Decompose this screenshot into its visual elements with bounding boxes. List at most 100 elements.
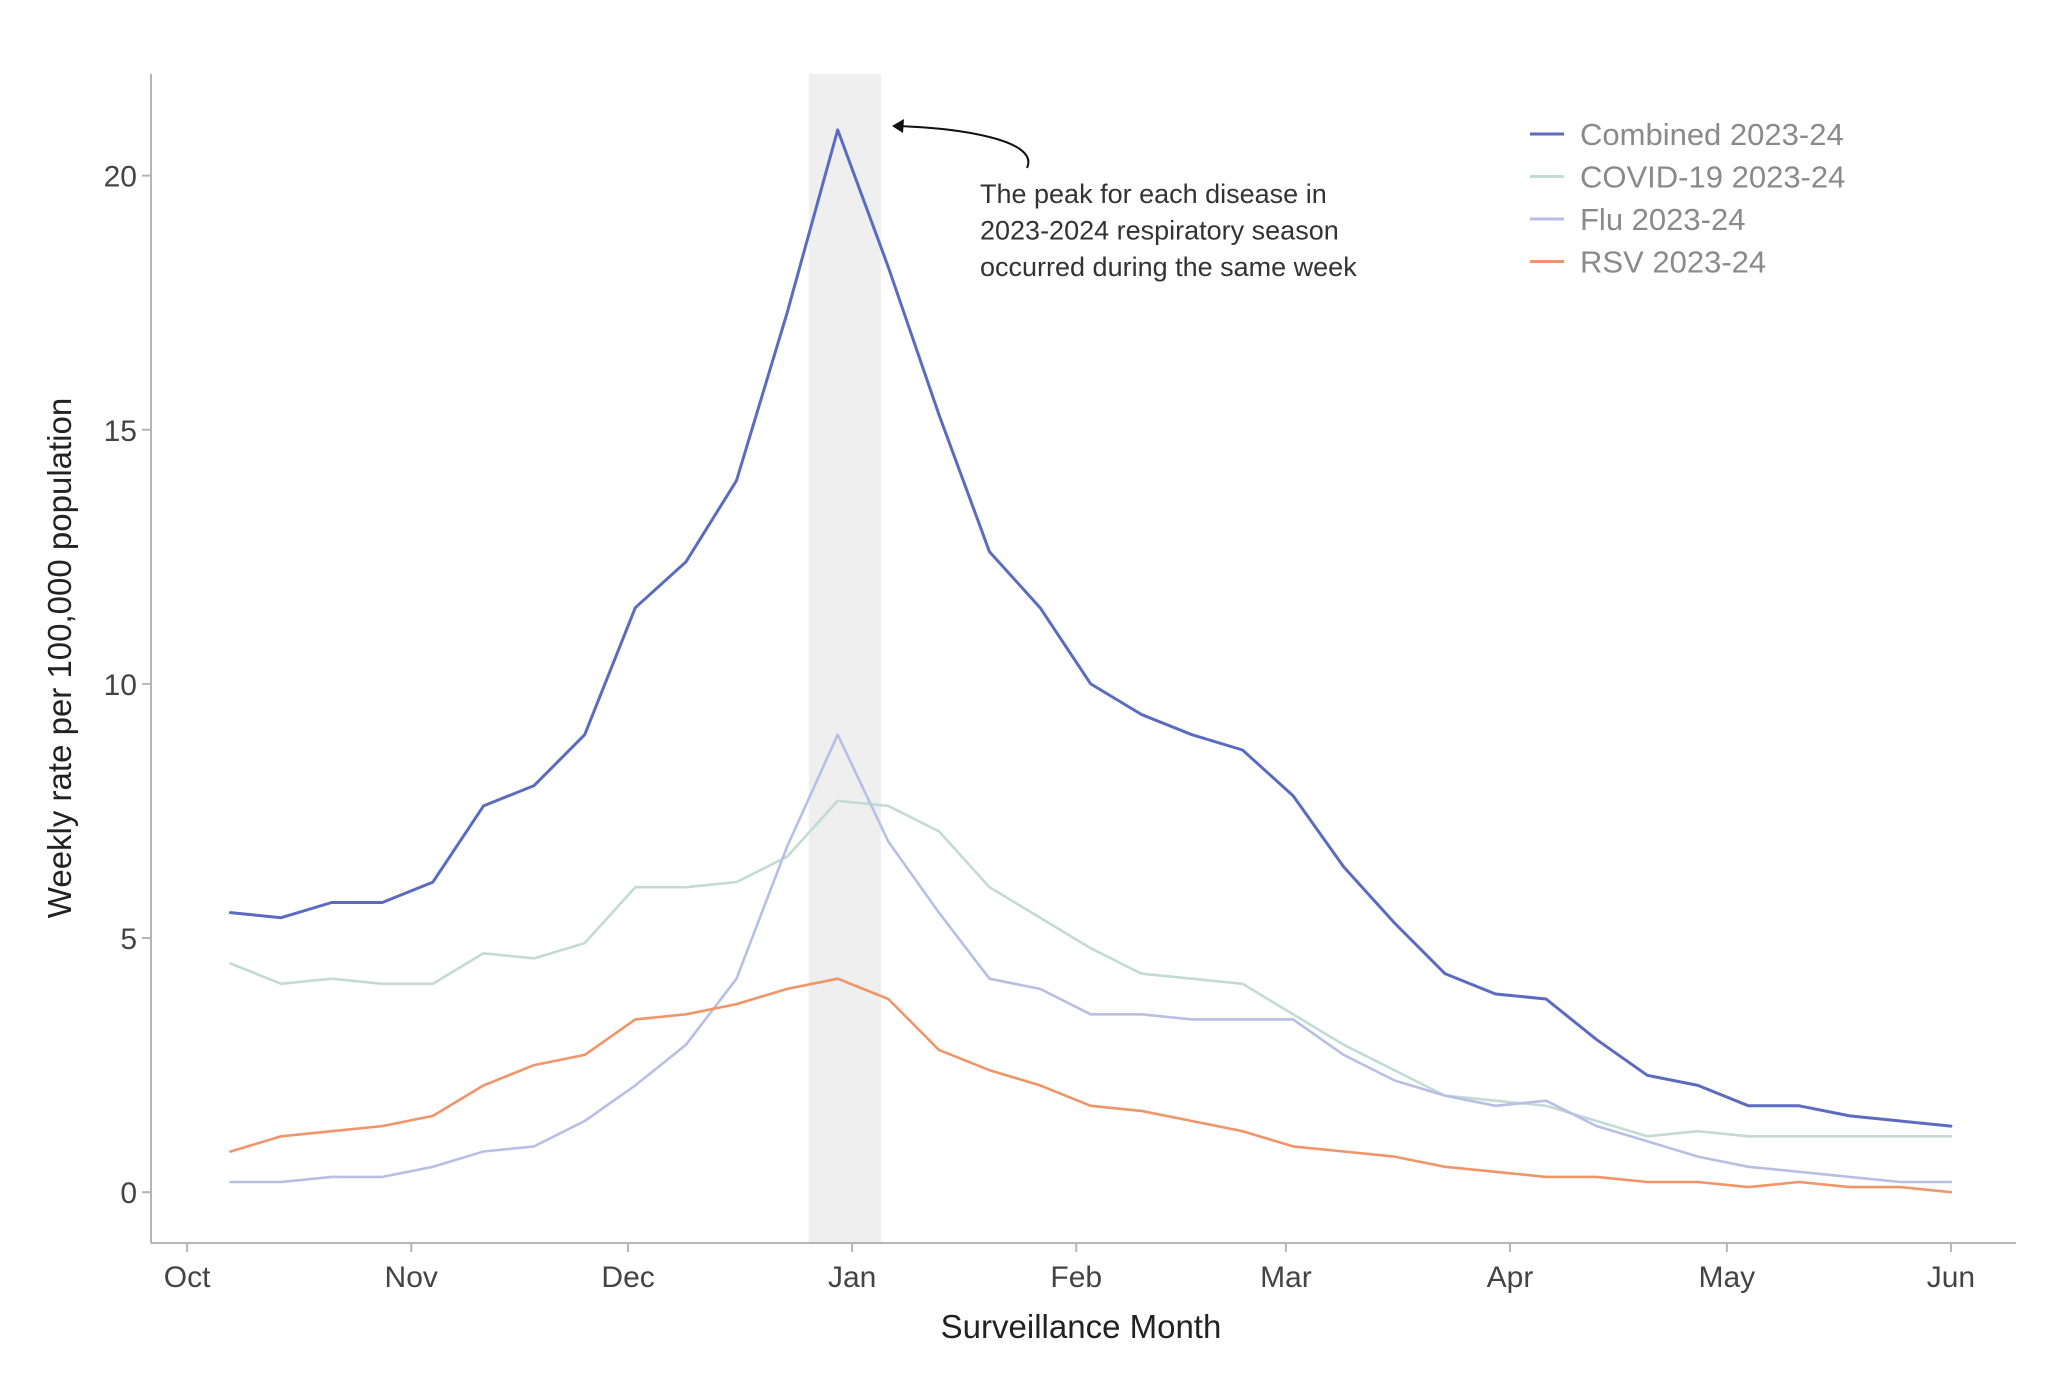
series-lines <box>229 128 1953 1194</box>
x-axis-title: Surveillance Month <box>941 1308 1222 1345</box>
data-point <box>634 886 637 889</box>
data-point <box>1089 682 1092 685</box>
data-point <box>229 1180 232 1183</box>
y-tick-label: 20 <box>104 161 137 194</box>
data-point <box>1393 1079 1396 1082</box>
data-point <box>1545 997 1548 1000</box>
data-point <box>583 1119 586 1122</box>
data-point <box>1494 992 1497 995</box>
data-point <box>431 1165 434 1168</box>
x-tick-labels: Oct Nov Dec Jan Feb Mar Apr May Jun <box>164 1261 1975 1294</box>
data-point <box>988 977 991 980</box>
data-point <box>1241 1130 1244 1133</box>
x-tick-label: Nov <box>385 1261 438 1294</box>
data-point <box>1140 972 1143 975</box>
x-tick-label: Oct <box>164 1261 211 1294</box>
legend-label: RSV 2023-24 <box>1580 245 1766 280</box>
data-point <box>1190 1018 1193 1021</box>
data-point <box>1646 1180 1649 1183</box>
data-point <box>937 413 940 416</box>
data-point <box>1443 1094 1446 1097</box>
data-point <box>1899 1135 1902 1138</box>
data-point <box>1848 1185 1851 1188</box>
data-point <box>1140 1013 1143 1016</box>
data-point <box>1545 1175 1548 1178</box>
x-tick-label: May <box>1699 1261 1756 1294</box>
data-point <box>229 1150 232 1153</box>
data-point <box>1292 1145 1295 1148</box>
annotation-text-line: 2023-2024 respiratory season <box>980 216 1339 246</box>
data-point <box>1899 1185 1902 1188</box>
data-point <box>1848 1114 1851 1117</box>
data-point <box>330 977 333 980</box>
series-1 <box>229 128 1953 1128</box>
data-point <box>229 911 232 914</box>
data-point <box>1089 947 1092 950</box>
data-point <box>1949 1135 1952 1138</box>
data-point <box>1595 1125 1598 1128</box>
data-point <box>1190 1119 1193 1122</box>
y-axis-title: Weekly rate per 100,000 population <box>41 398 78 918</box>
data-point <box>1342 865 1345 868</box>
data-point <box>786 855 789 858</box>
data-point <box>1595 1175 1598 1178</box>
annotation-text-line: The peak for each disease in <box>980 179 1327 209</box>
data-point <box>684 886 687 889</box>
data-point <box>1747 1165 1750 1168</box>
legend: Combined 2023-24 COVID-19 2023-24 Flu 2023… <box>1530 117 1845 280</box>
annotation-text-line: occurred during the same week <box>980 252 1357 282</box>
data-point <box>381 982 384 985</box>
data-point <box>1089 1104 1092 1107</box>
y-tick-label: 15 <box>104 415 137 448</box>
data-point <box>1747 1135 1750 1138</box>
annotation-arrowhead <box>892 119 904 133</box>
y-tick-label: 10 <box>104 669 137 702</box>
data-point <box>1798 1135 1801 1138</box>
highlight-band-layer <box>808 74 882 1243</box>
data-point <box>1899 1180 1902 1183</box>
data-point <box>583 733 586 736</box>
data-point <box>1039 606 1042 609</box>
data-point <box>280 916 283 919</box>
data-point <box>330 901 333 904</box>
legend-label: Combined 2023-24 <box>1580 117 1844 152</box>
data-point <box>786 987 789 990</box>
data-point <box>988 550 991 553</box>
data-point <box>1646 1135 1649 1138</box>
data-point <box>330 1130 333 1133</box>
data-point <box>836 128 839 131</box>
data-point <box>1949 1180 1952 1183</box>
data-point <box>533 1064 536 1067</box>
data-point <box>1696 1180 1699 1183</box>
data-point <box>887 804 890 807</box>
data-point <box>684 1043 687 1046</box>
data-point <box>634 1084 637 1087</box>
data-point <box>988 886 991 889</box>
data-point <box>229 962 232 965</box>
data-point <box>533 784 536 787</box>
x-tick-label: Jun <box>1927 1261 1975 1294</box>
data-point <box>634 606 637 609</box>
x-tick-label: Jan <box>828 1261 876 1294</box>
data-point <box>1545 1104 1548 1107</box>
annotation: The peak for each disease in 2023-2024 re… <box>892 119 1357 282</box>
x-tick-label: Mar <box>1260 1261 1312 1294</box>
data-point <box>1292 1013 1295 1016</box>
highlight-band <box>808 74 882 1243</box>
data-point <box>684 1013 687 1016</box>
data-point <box>1140 713 1143 716</box>
data-point <box>937 1048 940 1051</box>
data-point <box>1848 1135 1851 1138</box>
data-point <box>887 997 890 1000</box>
data-point <box>1039 987 1042 990</box>
data-point <box>1443 1165 1446 1168</box>
data-point <box>1039 916 1042 919</box>
data-point <box>1545 1099 1548 1102</box>
data-point <box>1342 1043 1345 1046</box>
data-point <box>1494 1104 1497 1107</box>
data-point <box>1798 1180 1801 1183</box>
data-point <box>1292 1018 1295 1021</box>
data-point <box>1848 1175 1851 1178</box>
data-point <box>887 840 890 843</box>
data-point <box>583 1053 586 1056</box>
